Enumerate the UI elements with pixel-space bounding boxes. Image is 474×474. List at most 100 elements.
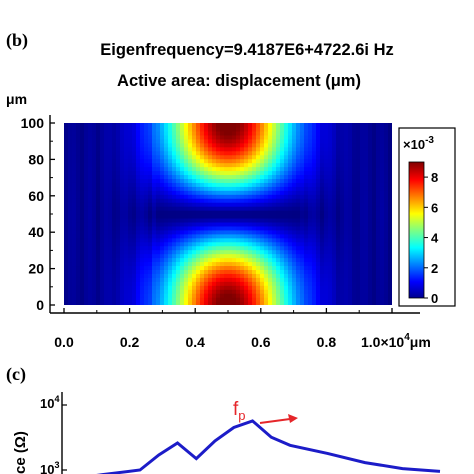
heatmap-cell bbox=[100, 166, 105, 172]
heatmap-cell bbox=[372, 277, 377, 282]
heatmap-cell bbox=[104, 277, 109, 282]
heatmap-cell bbox=[104, 237, 109, 243]
heatmap-cell bbox=[224, 221, 229, 227]
heatmap-cell bbox=[148, 241, 153, 247]
heatmap-cell bbox=[88, 142, 93, 148]
heatmap-cell bbox=[280, 142, 285, 148]
heatmap-cell bbox=[168, 301, 173, 305]
heatmap-cell bbox=[252, 210, 257, 215]
heatmap-cell bbox=[64, 233, 69, 239]
heatmap-cell bbox=[308, 150, 313, 156]
heatmap-cell bbox=[376, 217, 381, 223]
heatmap-cell bbox=[264, 162, 269, 168]
heatmap-cell bbox=[344, 265, 349, 270]
heatmap-cell bbox=[180, 265, 185, 270]
heatmap-cell bbox=[388, 241, 392, 247]
heatmap-cell bbox=[228, 123, 233, 128]
heatmap-cell bbox=[280, 198, 285, 203]
heatmap-cell bbox=[380, 170, 385, 176]
heatmap-cell bbox=[168, 178, 173, 183]
heatmap-cell bbox=[180, 261, 185, 267]
heatmap-cell bbox=[68, 233, 73, 239]
heatmap-cell bbox=[172, 150, 177, 156]
heatmap-cell bbox=[120, 249, 125, 255]
heatmap-cell bbox=[336, 198, 341, 203]
heatmap-cell bbox=[340, 158, 345, 164]
heatmap-cell bbox=[172, 277, 177, 282]
heatmap-cell bbox=[328, 217, 333, 223]
heatmap-cell bbox=[244, 293, 249, 298]
heatmap-cell bbox=[220, 150, 225, 156]
heatmap-cell bbox=[96, 301, 101, 305]
heatmap-cell bbox=[160, 178, 165, 183]
heatmap-cell bbox=[240, 202, 245, 207]
heatmap-cell bbox=[208, 225, 213, 231]
heatmap-cell bbox=[276, 289, 281, 294]
heatmap-cell bbox=[356, 229, 361, 235]
heatmap-cell bbox=[312, 237, 317, 243]
heatmap-cell bbox=[364, 126, 369, 132]
heatmap-cell bbox=[304, 154, 309, 160]
heatmap-cell bbox=[188, 269, 193, 274]
heatmap-cell bbox=[336, 214, 341, 219]
heatmap-cell bbox=[216, 146, 221, 152]
heatmap-cell bbox=[388, 297, 392, 302]
heatmap-cell bbox=[88, 130, 93, 136]
heatmap-cell bbox=[208, 253, 213, 259]
heatmap-cell bbox=[340, 166, 345, 172]
heatmap-cell bbox=[236, 265, 241, 270]
heatmap-cell bbox=[100, 186, 105, 191]
heatmap-cell bbox=[204, 285, 209, 290]
heatmap-cell bbox=[96, 214, 101, 219]
heatmap-cell bbox=[68, 214, 73, 219]
heatmap-cell bbox=[124, 225, 129, 231]
heatmap-cell bbox=[384, 229, 389, 235]
heatmap-cell bbox=[196, 265, 201, 270]
heatmap-cell bbox=[232, 162, 237, 168]
heatmap-cell bbox=[100, 130, 105, 136]
heatmap-cell bbox=[132, 233, 137, 239]
heatmap-cell bbox=[340, 285, 345, 290]
heatmap-cell bbox=[140, 237, 145, 243]
heatmap-cell bbox=[220, 178, 225, 183]
heatmap-cell bbox=[156, 190, 161, 195]
heatmap-cell bbox=[376, 265, 381, 270]
heatmap-cell bbox=[112, 162, 117, 168]
heatmap-cell bbox=[244, 166, 249, 172]
heatmap-cell bbox=[76, 123, 81, 128]
heatmap-cell bbox=[232, 154, 237, 160]
heatmap-cell bbox=[244, 210, 249, 215]
heatmap-cell bbox=[116, 241, 121, 247]
heatmap-cell bbox=[76, 261, 81, 267]
heatmap-cell bbox=[92, 281, 97, 286]
heatmap-cell bbox=[236, 158, 241, 164]
heatmap-cell bbox=[260, 293, 265, 298]
heatmap-cell bbox=[112, 217, 117, 223]
heatmap-cell bbox=[212, 241, 217, 247]
heatmap-cell bbox=[256, 273, 261, 278]
heatmap-cell bbox=[280, 186, 285, 191]
heatmap-cell bbox=[344, 178, 349, 183]
heatmap-cell bbox=[288, 210, 293, 215]
heatmap-cell bbox=[192, 142, 197, 148]
heatmap-cell bbox=[196, 134, 201, 140]
heatmap-cell bbox=[360, 301, 365, 305]
heatmap-cell bbox=[348, 269, 353, 274]
heatmap-cell bbox=[216, 166, 221, 172]
heatmap-cell bbox=[324, 249, 329, 255]
heatmap-cell bbox=[272, 130, 277, 136]
heatmap-cell bbox=[120, 253, 125, 259]
heatmap-cell bbox=[100, 297, 105, 302]
heatmap-cell bbox=[72, 158, 77, 164]
heatmap-cell bbox=[268, 269, 273, 274]
heatmap-cell bbox=[180, 198, 185, 203]
heatmap-cell bbox=[68, 150, 73, 156]
heatmap-cell bbox=[100, 293, 105, 298]
heatmap-cell bbox=[288, 142, 293, 148]
heatmap-cell bbox=[316, 158, 321, 164]
heatmap-cell bbox=[184, 158, 189, 164]
heatmap-cell bbox=[160, 297, 165, 302]
heatmap-cell bbox=[240, 210, 245, 215]
heatmap-cell bbox=[144, 241, 149, 247]
heatmap-cell bbox=[312, 134, 317, 140]
